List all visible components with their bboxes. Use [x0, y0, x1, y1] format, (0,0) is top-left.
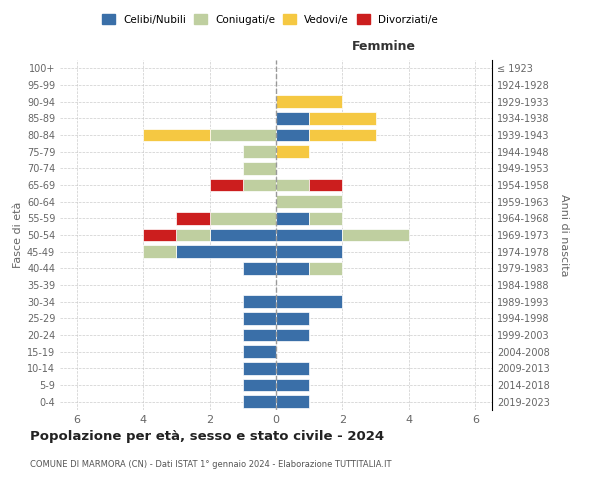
Bar — [243, 162, 276, 174]
Bar — [243, 329, 276, 341]
Bar — [209, 179, 243, 192]
Bar — [143, 129, 209, 141]
Text: Femmine: Femmine — [352, 40, 416, 53]
Bar — [276, 96, 343, 108]
Bar — [276, 212, 309, 224]
Bar — [276, 329, 309, 341]
Bar — [176, 212, 209, 224]
Text: Popolazione per età, sesso e stato civile - 2024: Popolazione per età, sesso e stato civil… — [30, 430, 384, 443]
Bar — [276, 262, 309, 274]
Bar — [176, 229, 209, 241]
Bar — [309, 112, 376, 124]
Y-axis label: Fasce di età: Fasce di età — [13, 202, 23, 268]
Bar — [309, 262, 343, 274]
Bar — [276, 396, 309, 408]
Bar — [243, 379, 276, 391]
Bar — [276, 296, 343, 308]
Bar — [276, 312, 309, 324]
Bar — [243, 296, 276, 308]
Bar — [276, 112, 309, 124]
Bar — [209, 129, 276, 141]
Bar — [143, 229, 176, 241]
Bar — [176, 246, 276, 258]
Legend: Celibi/Nubili, Coniugati/e, Vedovi/e, Divorziati/e: Celibi/Nubili, Coniugati/e, Vedovi/e, Di… — [98, 10, 442, 29]
Bar — [276, 246, 343, 258]
Bar — [276, 362, 309, 374]
Bar — [209, 212, 276, 224]
Bar — [243, 179, 276, 192]
Bar — [276, 196, 343, 208]
Text: COMUNE DI MARMORA (CN) - Dati ISTAT 1° gennaio 2024 - Elaborazione TUTTITALIA.IT: COMUNE DI MARMORA (CN) - Dati ISTAT 1° g… — [30, 460, 392, 469]
Bar — [243, 146, 276, 158]
Bar — [243, 312, 276, 324]
Bar — [276, 146, 309, 158]
Bar — [276, 229, 343, 241]
Bar — [243, 346, 276, 358]
Bar — [209, 229, 276, 241]
Bar — [276, 129, 309, 141]
Bar — [309, 212, 343, 224]
Bar — [309, 179, 343, 192]
Bar — [276, 179, 309, 192]
Bar — [309, 129, 376, 141]
Bar — [243, 396, 276, 408]
Bar — [243, 362, 276, 374]
Bar — [343, 229, 409, 241]
Bar — [143, 246, 176, 258]
Y-axis label: Anni di nascita: Anni di nascita — [559, 194, 569, 276]
Bar — [276, 379, 309, 391]
Bar — [243, 262, 276, 274]
